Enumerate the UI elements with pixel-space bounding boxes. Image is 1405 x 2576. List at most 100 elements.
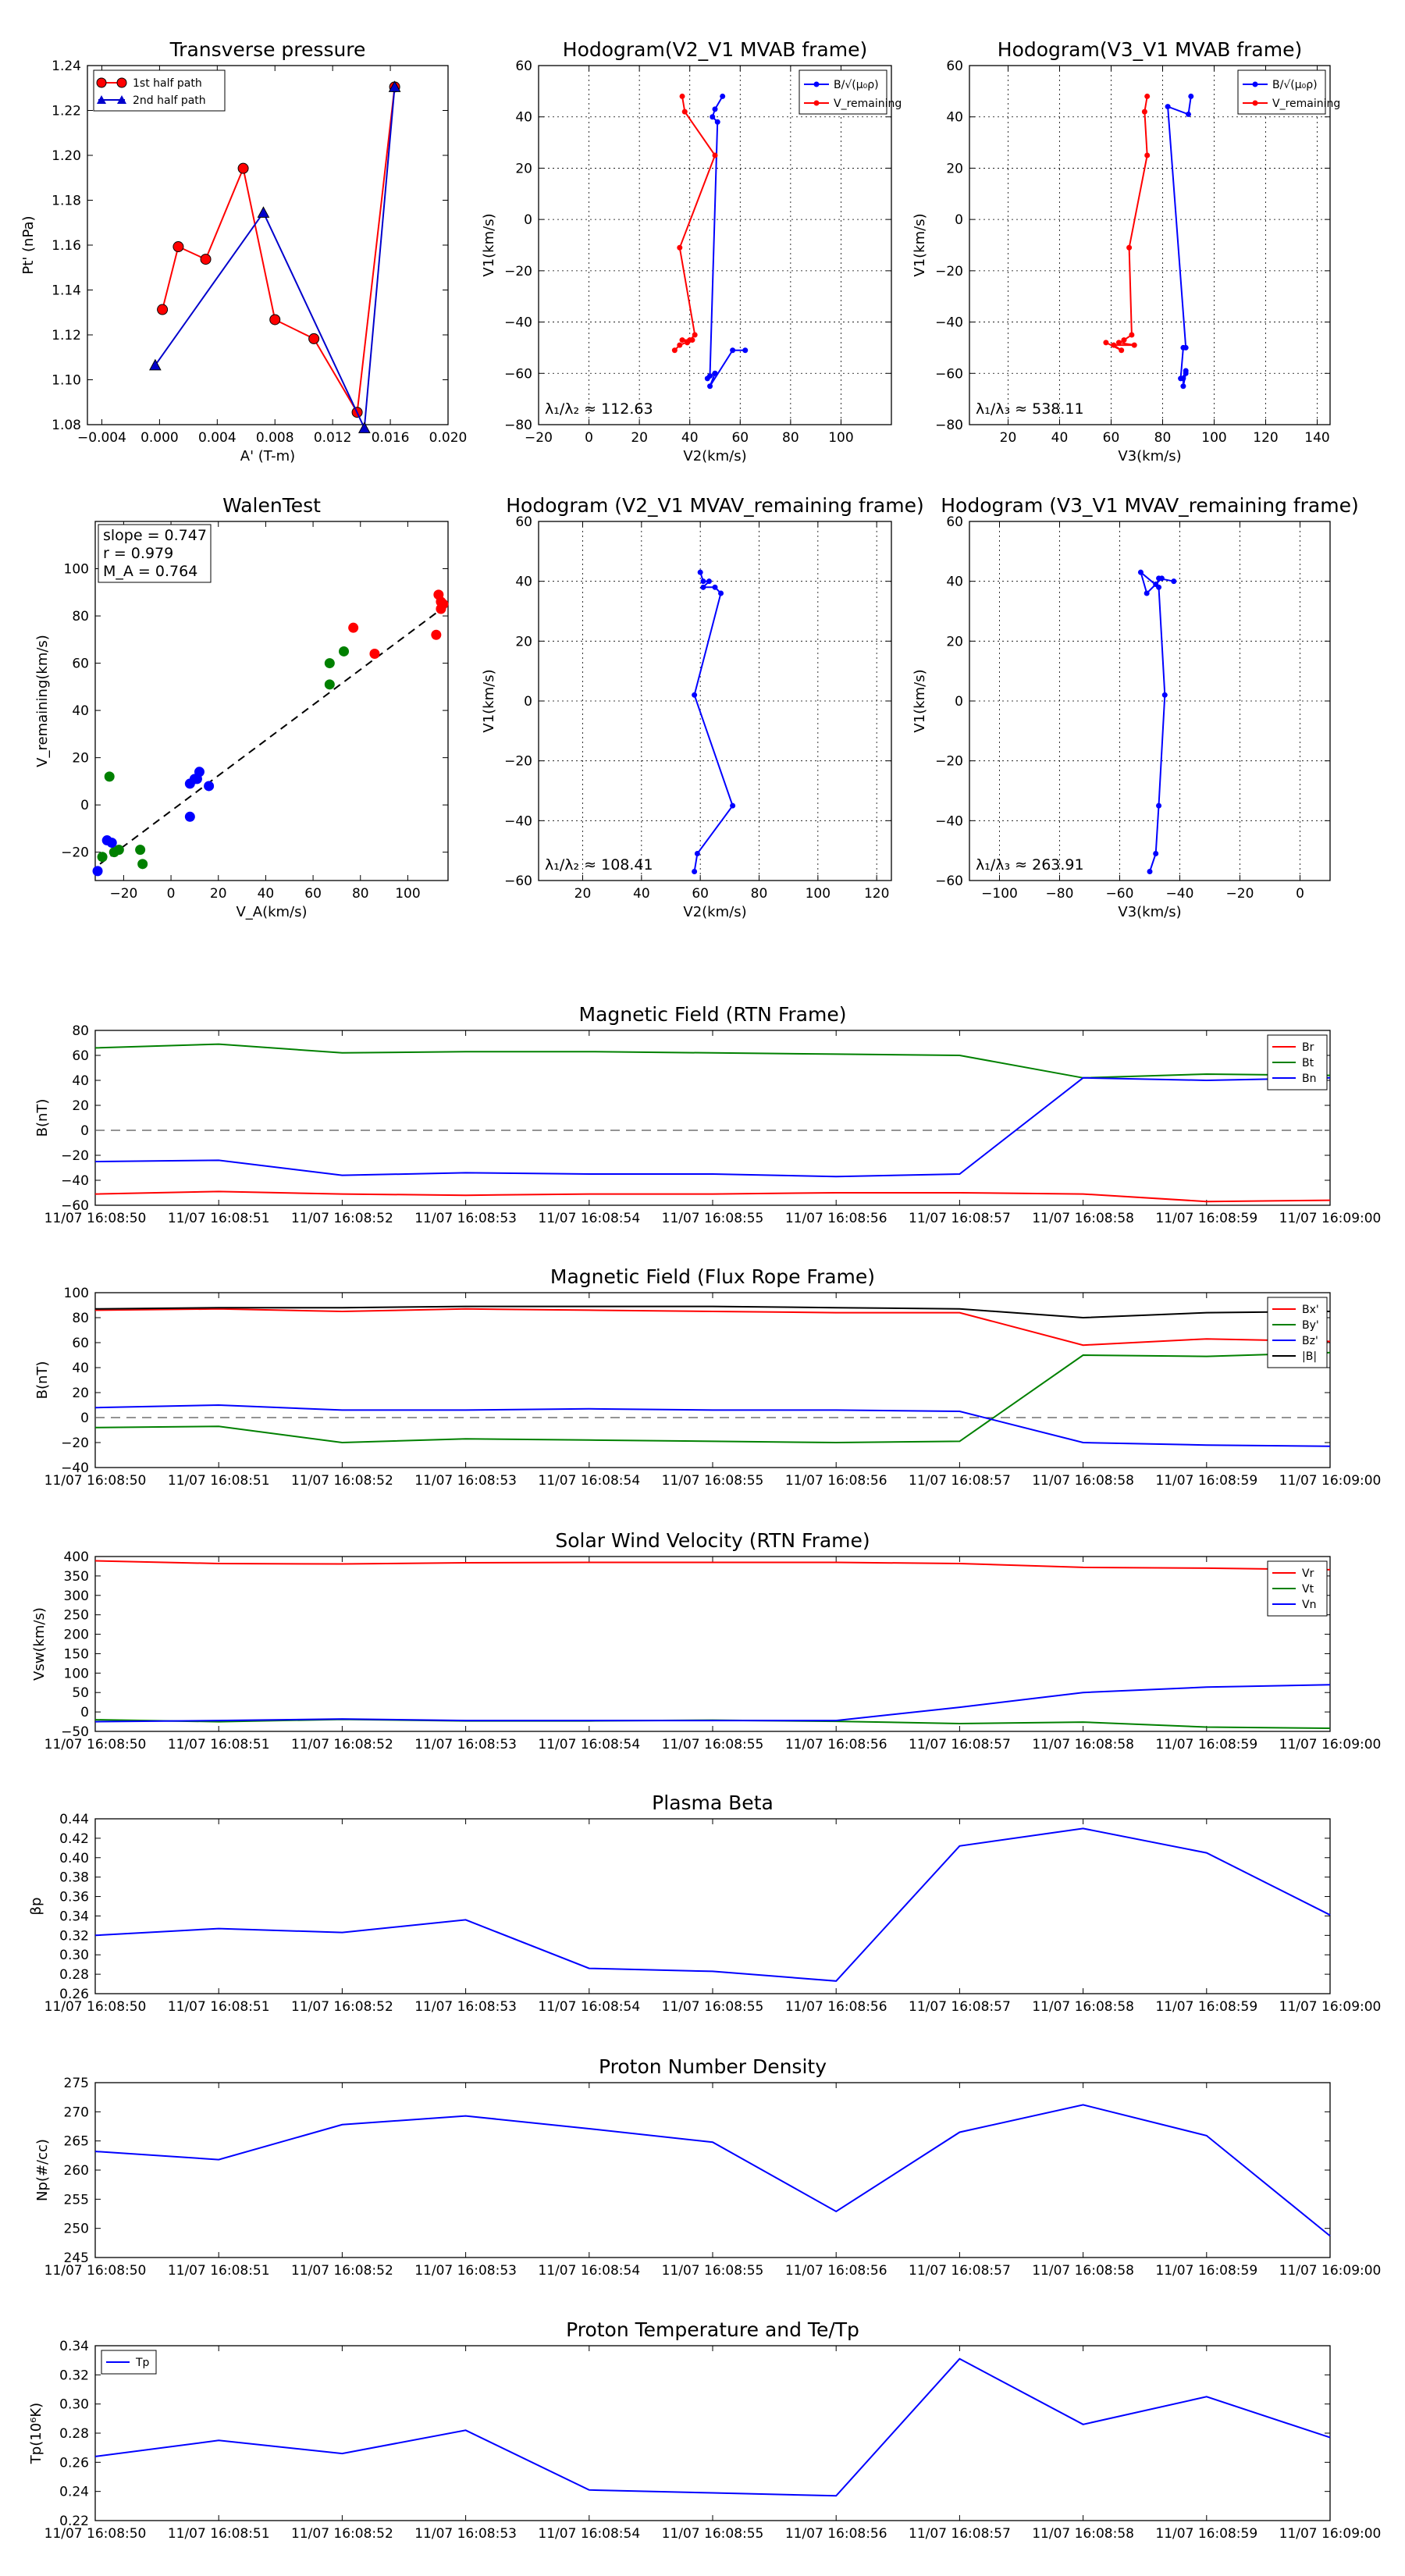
hodogram-v3v1-mvav-frame (969, 521, 1331, 881)
plasma-beta-ytick-label: 0.42 (59, 1831, 89, 1847)
hodogram-v3v1-mvab-xtick-label: 20 (1000, 430, 1017, 446)
hodogram-v2v1-mvav-ytick-label: −60 (504, 873, 532, 889)
magnetic-field-rtn-xtick-label: 11/07 16:08:56 (785, 1211, 887, 1226)
walen-point (348, 622, 359, 633)
chart-proton-temperature: Proton Temperature and Te/Tp 0.22 0.24 0.26… (28, 2318, 1381, 2542)
hodogram-v2v1-mvav-point (730, 802, 736, 809)
solar-wind-velocity-xtick-label: 11/07 16:08:55 (662, 1737, 764, 1752)
chart-magnetic-field-flux-rope: Magnetic Field (Flux Rope Frame) −40 −20 0 2… (34, 1265, 1381, 1489)
proton-temperature-ytick-label: 0.24 (59, 2485, 89, 2500)
solar-wind-velocity-series-line (94, 1684, 1331, 1723)
magnetic-field-rtn-xtick-label: 11/07 16:08:54 (538, 1211, 640, 1226)
proton-temperature-ytick-label: 0.32 (59, 2368, 89, 2383)
hodogram-v2v1-mvab-point (684, 340, 690, 346)
tp-xtick-label: 0.004 (198, 430, 237, 446)
hodogram-v3v1-mvab-point (1103, 340, 1109, 346)
hodogram-v3v1-mvab-xtick-label: 140 (1304, 430, 1329, 446)
hodogram-v2v1-mvab-legend-label: V_remaining (834, 98, 902, 110)
plasma-beta-xtick-label: 11/07 16:08:59 (1155, 1999, 1257, 2015)
hodogram-v2v1-mvav-ytick-label: 20 (515, 634, 532, 649)
chart-magnetic-field-rtn: Magnetic Field (RTN Frame) −60 −40 −20 0 20 40… (34, 1003, 1381, 1226)
chart-plasma-beta: Plasma Beta 0.26 0.28 0.30 0.32 0.34 0.36 0.38 0… (28, 1791, 1381, 2015)
tp-legend-marker (96, 77, 107, 88)
walen-point (137, 859, 148, 870)
hodogram-v3v1-mvav-xtick-label: −40 (1166, 886, 1194, 902)
hodogram-v3v1-mvab-point (1144, 93, 1151, 99)
hodogram-v2v1-mvab-point (677, 244, 683, 251)
hodogram-v2v1-mvab-xtick-label: 100 (828, 430, 853, 446)
hodogram-v3v1-mvav-xtick-label: 0 (1296, 886, 1304, 902)
solar-wind-velocity-series-line (94, 1560, 1331, 1571)
hodogram-v3v1-mvab-point (1141, 109, 1147, 115)
proton-temperature-xtick-label: 11/07 16:08:58 (1032, 2526, 1134, 2542)
hodogram-v3v1-mvav-point (1156, 802, 1162, 809)
hodogram-v2v1-mvab-xtick-label: −20 (525, 430, 553, 446)
magnetic-field-flux-rope-xtick-label: 11/07 16:08:54 (538, 1473, 640, 1489)
hodogram-v3v1-mvav-ytick-label: −20 (935, 754, 963, 770)
hodogram-v2v1-mvav-title: Hodogram (V2_V1 MVAV_remaining frame) (506, 494, 924, 517)
tp-xtick-label: 0.000 (140, 430, 179, 446)
magnetic-field-rtn-ytick-label: 60 (72, 1048, 89, 1064)
hodogram-v3v1-mvab-point (1183, 368, 1189, 374)
hodogram-v2v1-mvab-point (677, 342, 683, 348)
hodogram-v2v1-mvab-annotation: λ₁/λ₂ ≈ 112.63 (545, 400, 653, 418)
magnetic-field-rtn-ytick-label: −20 (61, 1148, 89, 1164)
hodogram-v3v1-mvab-ytick-label: −60 (935, 366, 963, 382)
hodogram-v2v1-mvab-ytick-label: −20 (504, 264, 532, 279)
plasma-beta-xtick-label: 11/07 16:08:58 (1032, 1999, 1134, 2015)
proton-density-ytick-label: 265 (64, 2134, 89, 2150)
tp-ytick-label: 1.14 (52, 283, 81, 299)
hodogram-v3v1-mvav-annotation: λ₁/λ₃ ≈ 263.91 (976, 856, 1084, 873)
magnetic-field-flux-rope-legend-label: By' (1302, 1319, 1319, 1332)
solar-wind-velocity-xtick-label: 11/07 16:08:57 (909, 1737, 1011, 1752)
plasma-beta-ytick-label: 0.32 (59, 1928, 89, 1944)
hodogram-v3v1-mvav-point (1158, 575, 1165, 582)
plasma-beta-xtick-label: 11/07 16:08:52 (291, 1999, 393, 2015)
walen-point (106, 838, 117, 849)
tp-xtick-label: 0.020 (429, 430, 468, 446)
proton-density-xtick-label: 11/07 16:08:53 (414, 2263, 517, 2279)
hodogram-v3v1-mvab-point (1180, 375, 1186, 382)
plasma-beta-xtick-label: 11/07 16:08:53 (414, 1999, 517, 2015)
proton-density-ytick-label: 275 (64, 2076, 89, 2091)
magnetic-field-rtn-legend-label: Br (1302, 1041, 1314, 1054)
proton-density-ytick-label: 255 (64, 2192, 89, 2208)
magnetic-field-flux-rope-xtick-label: 11/07 16:08:53 (414, 1473, 517, 1489)
plasma-beta-xtick-label: 11/07 16:08:55 (662, 1999, 764, 2015)
magnetic-field-rtn-ytick-label: −40 (61, 1173, 89, 1189)
hodogram-v2v1-mvav-ytick-label: 0 (524, 694, 532, 710)
magnetic-field-rtn-xtick-label: 11/07 16:08:50 (44, 1211, 147, 1226)
hodogram-v3v1-mvav-ytick-label: 60 (946, 514, 963, 530)
hodogram-v3v1-mvav-point (1137, 569, 1144, 575)
magnetic-field-rtn-ytick-label: 40 (72, 1073, 89, 1089)
tp-point (388, 80, 401, 92)
plasma-beta-xtick-label: 11/07 16:08:51 (168, 1999, 270, 2015)
walen-point (324, 658, 335, 669)
hodogram-v3v1-mvab-series-line (1105, 96, 1148, 351)
hodogram-v2v1-mvab-legend (799, 69, 887, 115)
hodogram-v3v1-mvab-title: Hodogram(V3_V1 MVAB frame) (998, 38, 1302, 61)
magnetic-field-rtn-legend-label: Bn (1302, 1073, 1316, 1085)
walen-point (436, 603, 446, 614)
walen-ytick-label: 40 (72, 703, 89, 719)
chart-hodogram-v2v1-mvab: Hodogram(V2_V1 MVAB frame) −80 −60 −40 −20 0 2… (481, 38, 902, 464)
tp-point (149, 358, 162, 371)
hodogram-v2v1-mvab-point (689, 337, 695, 343)
hodogram-v3v1-mvav-xtick-label: −60 (1106, 886, 1134, 902)
solar-wind-velocity-xtick-label: 11/07 16:09:00 (1279, 1737, 1382, 1752)
hodogram-v2v1-mvab-title: Hodogram(V2_V1 MVAB frame) (563, 38, 867, 61)
tp-point (237, 162, 249, 174)
hodogram-v3v1-mvab-xtick-label: 120 (1253, 430, 1278, 446)
walen-xtick-label: 80 (352, 886, 369, 902)
hodogram-v3v1-mvav-ytick-label: 0 (955, 694, 963, 710)
magnetic-field-flux-rope-ytick-label: 60 (72, 1336, 89, 1351)
hodogram-v2v1-mvab-ytick-label: 20 (515, 161, 532, 176)
proton-temperature-xtick-label: 11/07 16:08:51 (168, 2526, 270, 2542)
tp-ylabel: Pt' (nPa) (20, 215, 37, 274)
hodogram-v3v1-mvab-ytick-label: 0 (955, 212, 963, 228)
magnetic-field-flux-rope-xtick-label: 11/07 16:08:50 (44, 1473, 147, 1489)
hodogram-v3v1-mvab-frame (969, 65, 1331, 425)
walen-point (324, 679, 335, 690)
hodogram-v2v1-mvab-xlabel: V2(km/s) (683, 448, 746, 464)
